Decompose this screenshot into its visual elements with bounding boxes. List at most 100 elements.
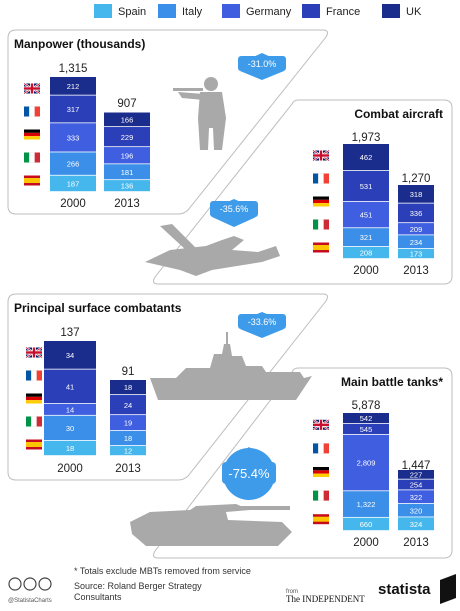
- bar-value-label: 173: [410, 250, 423, 259]
- x-tick-label: 2000: [353, 537, 379, 549]
- bar-segment-italy-2013: [398, 235, 434, 249]
- no-derivatives-icon: [38, 577, 52, 591]
- bar-total-label: 137: [60, 327, 79, 339]
- chart-title: Combat aircraft: [354, 107, 443, 121]
- flag-spain-icon: [313, 242, 329, 253]
- bar-value-label: 12: [124, 447, 132, 456]
- bar-segment-spain-2000: [343, 517, 389, 531]
- bar-value-label: 333: [67, 134, 80, 143]
- bar-value-label: 166: [121, 115, 134, 124]
- legend-label-uk: UK: [406, 6, 422, 18]
- badge-arrow-down: [226, 484, 272, 500]
- bar-segment-uk-2000: [343, 413, 389, 424]
- bar-value-label: 196: [121, 151, 134, 160]
- bar-value-label: 531: [360, 182, 373, 191]
- bar-value-label: 321: [360, 233, 373, 242]
- change-value: -33.6%: [248, 317, 277, 327]
- legend-label-germany: Germany: [246, 6, 292, 18]
- bar-segment-spain-2000: [343, 246, 389, 259]
- bar-value-label: 19: [124, 419, 132, 428]
- legend-swatch-spain: [94, 4, 112, 18]
- bar-value-label: 462: [360, 153, 373, 162]
- bar-value-label: 266: [67, 160, 80, 169]
- bar-value-label: 18: [124, 434, 132, 443]
- badge-box: [238, 56, 286, 71]
- bar-segment-france-2013: [398, 479, 434, 490]
- flag-spain-icon: [24, 175, 40, 186]
- bar-segment-uk-2013: [104, 112, 150, 127]
- bar-segment-france-2013: [398, 203, 434, 223]
- bar-segment-uk-2000: [50, 77, 96, 95]
- bar-total-label: 91: [122, 366, 135, 378]
- soldier-icon: [173, 77, 226, 150]
- bar-segment-italy-2013: [110, 430, 146, 446]
- footer: * Totals exclude MBTs removed from servi…: [8, 566, 456, 604]
- bar-segment-france-2000: [343, 170, 389, 202]
- badge-arrow-down: [240, 329, 284, 338]
- chart-aircraft: Combat aircraft -35.6% 208 321 451 531 462 1,…: [210, 107, 443, 277]
- bar-segment-spain-2000: [50, 175, 96, 192]
- bar-segment-italy-2013: [398, 503, 434, 517]
- bar-total-label: 1,315: [59, 63, 88, 75]
- legend-swatch-germany: [222, 4, 240, 18]
- flag-italy-icon: [313, 219, 329, 230]
- legend-label-italy: Italy: [182, 6, 203, 18]
- flag-france-icon: [313, 173, 329, 184]
- x-tick-label: 2013: [114, 198, 140, 210]
- bar-value-label: 545: [360, 425, 373, 434]
- bar-value-label: 1,322: [357, 500, 376, 509]
- bar-segment-germany-2000: [50, 123, 96, 152]
- bar-segment-italy-2000: [343, 228, 389, 247]
- bar-segment-italy-2013: [104, 164, 150, 180]
- flag-france-icon: [313, 443, 329, 454]
- bar-value-label: 187: [67, 180, 80, 189]
- source-line-1: Source: Roland Berger Strategy: [74, 581, 202, 591]
- legend-item-france: France: [302, 4, 360, 18]
- legend: Spain Italy Germany France UK: [94, 4, 422, 18]
- bar-segment-germany-2013: [398, 490, 434, 504]
- bar-segment-uk-2000: [44, 341, 96, 369]
- bar-segment-italy-2000: [50, 152, 96, 175]
- bar-segment-germany-2000: [343, 434, 389, 491]
- warship-icon: [150, 332, 312, 400]
- bar-segment-spain-2013: [104, 180, 150, 192]
- chart-manpower: Manpower (thousands) -31.0% 187 266 333 317…: [14, 37, 286, 210]
- bar-value-label: 318: [410, 190, 423, 199]
- change-badge: -33.6%: [238, 312, 286, 338]
- bar-segment-france-2000: [50, 95, 96, 123]
- bar-value-label: 451: [360, 211, 373, 220]
- badge-box: [238, 314, 286, 329]
- bar-segment-spain-2013: [398, 248, 434, 259]
- flag-uk-icon: [25, 346, 43, 359]
- flag-germany-icon: [313, 196, 329, 207]
- bar-value-label: 317: [67, 105, 80, 114]
- flag-germany-icon: [26, 393, 42, 404]
- bar-segment-spain-2013: [110, 445, 146, 456]
- bar-value-label: 212: [67, 82, 80, 91]
- bar-total-label: 1,973: [352, 132, 381, 144]
- x-tick-label: 2000: [60, 198, 86, 210]
- legend-swatch-italy: [158, 4, 176, 18]
- flag-italy-icon: [313, 490, 329, 501]
- bar-total-label: 5,878: [352, 400, 381, 412]
- legend-item-italy: Italy: [158, 4, 203, 18]
- chart-title: Main battle tanks*: [341, 375, 443, 389]
- cc-icon: [8, 577, 22, 591]
- x-tick-label: 2000: [57, 463, 83, 475]
- change-badge: -75.4%: [222, 447, 276, 500]
- chart-surface-combatants: Principal surface combatants -33.6% 18 30…: [14, 301, 286, 475]
- change-value: -35.6%: [220, 204, 249, 214]
- legend-swatch-uk: [382, 4, 400, 18]
- change-badge: -35.6%: [210, 199, 258, 227]
- bar-value-label: 322: [410, 493, 423, 502]
- bar-segment-germany-2000: [343, 201, 389, 228]
- bar-value-label: 14: [66, 406, 74, 415]
- flag-germany-icon: [24, 129, 40, 140]
- chart-title: Principal surface combatants: [14, 301, 182, 315]
- legend-swatch-france: [302, 4, 320, 18]
- flag-spain-icon: [313, 514, 329, 525]
- twitter-handle: @StatistaCharts: [8, 598, 52, 604]
- legend-item-spain: Spain: [94, 4, 146, 18]
- bar-value-label: 18: [124, 383, 132, 392]
- x-tick-label: 2013: [403, 537, 429, 549]
